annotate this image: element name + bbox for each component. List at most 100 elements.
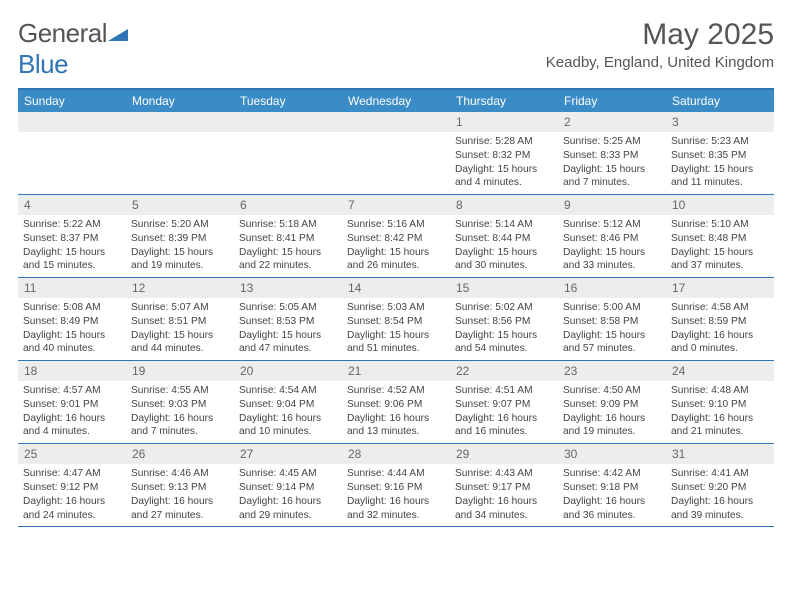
day-info: Sunrise: 4:54 AMSunset: 9:04 PMDaylight:… <box>234 381 342 443</box>
sunrise-text: Sunrise: 5:00 AM <box>563 301 661 315</box>
daylight-text: and 33 minutes. <box>563 259 661 273</box>
daylight-text: and 37 minutes. <box>671 259 769 273</box>
calendar-cell: 16Sunrise: 5:00 AMSunset: 8:58 PMDayligh… <box>558 278 666 360</box>
sunrise-text: Sunrise: 4:58 AM <box>671 301 769 315</box>
daylight-text: Daylight: 15 hours <box>347 329 445 343</box>
sunrise-text: Sunrise: 5:16 AM <box>347 218 445 232</box>
sunset-text: Sunset: 9:07 PM <box>455 398 553 412</box>
day-info: Sunrise: 4:57 AMSunset: 9:01 PMDaylight:… <box>18 381 126 443</box>
daylight-text: Daylight: 15 hours <box>455 329 553 343</box>
sunset-text: Sunset: 8:48 PM <box>671 232 769 246</box>
daylight-text: Daylight: 16 hours <box>563 495 661 509</box>
day-info: Sunrise: 4:46 AMSunset: 9:13 PMDaylight:… <box>126 464 234 526</box>
sunrise-text: Sunrise: 5:23 AM <box>671 135 769 149</box>
day-number: 27 <box>234 444 342 464</box>
calendar-cell: 5Sunrise: 5:20 AMSunset: 8:39 PMDaylight… <box>126 195 234 277</box>
daylight-text: Daylight: 16 hours <box>671 412 769 426</box>
sunset-text: Sunset: 9:06 PM <box>347 398 445 412</box>
day-number: 12 <box>126 278 234 298</box>
daylight-text: Daylight: 16 hours <box>131 495 229 509</box>
daylight-text: and 29 minutes. <box>239 509 337 523</box>
day-number <box>18 112 126 132</box>
calendar-cell: 8Sunrise: 5:14 AMSunset: 8:44 PMDaylight… <box>450 195 558 277</box>
daylight-text: Daylight: 15 hours <box>455 246 553 260</box>
day-info: Sunrise: 5:28 AMSunset: 8:32 PMDaylight:… <box>450 132 558 194</box>
sunrise-text: Sunrise: 4:47 AM <box>23 467 121 481</box>
day-number: 26 <box>126 444 234 464</box>
sunset-text: Sunset: 8:59 PM <box>671 315 769 329</box>
daylight-text: Daylight: 15 hours <box>239 329 337 343</box>
day-info: Sunrise: 5:12 AMSunset: 8:46 PMDaylight:… <box>558 215 666 277</box>
daylight-text: Daylight: 16 hours <box>671 329 769 343</box>
day-number: 24 <box>666 361 774 381</box>
sunrise-text: Sunrise: 5:25 AM <box>563 135 661 149</box>
daylight-text: and 27 minutes. <box>131 509 229 523</box>
daylight-text: and 47 minutes. <box>239 342 337 356</box>
day-number: 11 <box>18 278 126 298</box>
daylight-text: Daylight: 16 hours <box>671 495 769 509</box>
daylight-text: and 30 minutes. <box>455 259 553 273</box>
calendar-grid: 1Sunrise: 5:28 AMSunset: 8:32 PMDaylight… <box>18 112 774 527</box>
sunrise-text: Sunrise: 5:05 AM <box>239 301 337 315</box>
day-number: 28 <box>342 444 450 464</box>
daylight-text: and 11 minutes. <box>671 176 769 190</box>
day-info: Sunrise: 5:20 AMSunset: 8:39 PMDaylight:… <box>126 215 234 277</box>
sunrise-text: Sunrise: 5:20 AM <box>131 218 229 232</box>
calendar-cell: 17Sunrise: 4:58 AMSunset: 8:59 PMDayligh… <box>666 278 774 360</box>
daylight-text: Daylight: 16 hours <box>563 412 661 426</box>
calendar-cell: 10Sunrise: 5:10 AMSunset: 8:48 PMDayligh… <box>666 195 774 277</box>
sunrise-text: Sunrise: 4:45 AM <box>239 467 337 481</box>
daylight-text: Daylight: 16 hours <box>347 412 445 426</box>
sunrise-text: Sunrise: 4:51 AM <box>455 384 553 398</box>
daylight-text: Daylight: 16 hours <box>131 412 229 426</box>
weekday-header-row: Sunday Monday Tuesday Wednesday Thursday… <box>18 90 774 112</box>
sunset-text: Sunset: 8:41 PM <box>239 232 337 246</box>
calendar-cell: 31Sunrise: 4:41 AMSunset: 9:20 PMDayligh… <box>666 444 774 526</box>
calendar-cell <box>342 112 450 194</box>
day-number: 18 <box>18 361 126 381</box>
daylight-text: and 7 minutes. <box>563 176 661 190</box>
sunrise-text: Sunrise: 5:12 AM <box>563 218 661 232</box>
calendar-cell: 22Sunrise: 4:51 AMSunset: 9:07 PMDayligh… <box>450 361 558 443</box>
day-info: Sunrise: 4:45 AMSunset: 9:14 PMDaylight:… <box>234 464 342 526</box>
calendar-cell: 23Sunrise: 4:50 AMSunset: 9:09 PMDayligh… <box>558 361 666 443</box>
daylight-text: and 15 minutes. <box>23 259 121 273</box>
day-number <box>126 112 234 132</box>
daylight-text: and 39 minutes. <box>671 509 769 523</box>
sunset-text: Sunset: 9:18 PM <box>563 481 661 495</box>
calendar-cell: 1Sunrise: 5:28 AMSunset: 8:32 PMDaylight… <box>450 112 558 194</box>
day-info: Sunrise: 5:25 AMSunset: 8:33 PMDaylight:… <box>558 132 666 194</box>
sunrise-text: Sunrise: 5:02 AM <box>455 301 553 315</box>
day-info: Sunrise: 5:02 AMSunset: 8:56 PMDaylight:… <box>450 298 558 360</box>
day-info: Sunrise: 5:10 AMSunset: 8:48 PMDaylight:… <box>666 215 774 277</box>
sunset-text: Sunset: 9:13 PM <box>131 481 229 495</box>
daylight-text: and 19 minutes. <box>131 259 229 273</box>
day-number: 8 <box>450 195 558 215</box>
sunset-text: Sunset: 8:44 PM <box>455 232 553 246</box>
sunset-text: Sunset: 8:32 PM <box>455 149 553 163</box>
calendar-cell: 12Sunrise: 5:07 AMSunset: 8:51 PMDayligh… <box>126 278 234 360</box>
sunset-text: Sunset: 8:54 PM <box>347 315 445 329</box>
day-info: Sunrise: 5:07 AMSunset: 8:51 PMDaylight:… <box>126 298 234 360</box>
sunset-text: Sunset: 8:35 PM <box>671 149 769 163</box>
day-info: Sunrise: 4:47 AMSunset: 9:12 PMDaylight:… <box>18 464 126 526</box>
sunset-text: Sunset: 9:12 PM <box>23 481 121 495</box>
daylight-text: and 16 minutes. <box>455 425 553 439</box>
day-info: Sunrise: 5:00 AMSunset: 8:58 PMDaylight:… <box>558 298 666 360</box>
sunset-text: Sunset: 9:10 PM <box>671 398 769 412</box>
day-info: Sunrise: 4:51 AMSunset: 9:07 PMDaylight:… <box>450 381 558 443</box>
sunrise-text: Sunrise: 4:54 AM <box>239 384 337 398</box>
calendar-cell: 9Sunrise: 5:12 AMSunset: 8:46 PMDaylight… <box>558 195 666 277</box>
sunset-text: Sunset: 8:51 PM <box>131 315 229 329</box>
month-title: May 2025 <box>546 18 774 52</box>
calendar-cell: 29Sunrise: 4:43 AMSunset: 9:17 PMDayligh… <box>450 444 558 526</box>
calendar-cell: 27Sunrise: 4:45 AMSunset: 9:14 PMDayligh… <box>234 444 342 526</box>
day-number: 19 <box>126 361 234 381</box>
daylight-text: and 34 minutes. <box>455 509 553 523</box>
sunrise-text: Sunrise: 5:10 AM <box>671 218 769 232</box>
calendar-cell: 30Sunrise: 4:42 AMSunset: 9:18 PMDayligh… <box>558 444 666 526</box>
sunset-text: Sunset: 8:46 PM <box>563 232 661 246</box>
daylight-text: and 54 minutes. <box>455 342 553 356</box>
day-number: 29 <box>450 444 558 464</box>
sunset-text: Sunset: 8:37 PM <box>23 232 121 246</box>
